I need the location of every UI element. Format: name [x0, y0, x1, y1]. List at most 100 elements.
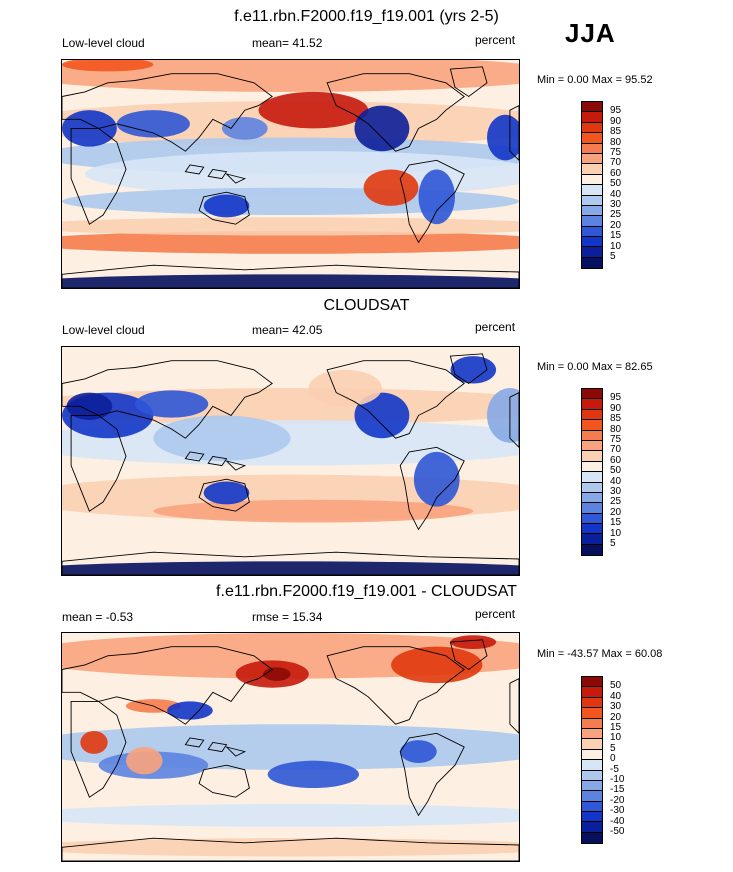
colorbar-swatch — [582, 153, 602, 165]
colorbar-tick-label: 60 — [610, 167, 622, 179]
colorbar-swatch — [582, 492, 602, 504]
coastlines — [62, 353, 519, 575]
colorbar-swatch — [582, 389, 602, 400]
panel-3-map — [61, 632, 520, 862]
panel-2-map — [61, 346, 520, 576]
colorbar-swatch — [582, 677, 602, 688]
coastline-path — [184, 164, 205, 175]
colorbar-tick-label: 40 — [610, 690, 622, 702]
colorbar-swatch — [582, 461, 602, 473]
field-contour — [267, 760, 360, 789]
colorbar-swatch — [582, 770, 602, 781]
colorbar-swatch — [582, 472, 602, 483]
coastline-path — [62, 264, 519, 288]
colorbar-tick-label: 30 — [610, 701, 622, 713]
field-contour — [135, 390, 209, 418]
colorbar-tick-label: 50 — [610, 680, 622, 692]
field-contour — [400, 740, 437, 763]
coastline-path — [509, 392, 519, 448]
panel-1-colorbar — [581, 101, 603, 270]
field-contour — [418, 169, 456, 225]
colorbar-swatch — [582, 780, 602, 792]
coastline-path — [449, 353, 488, 385]
colorbar-swatch — [582, 247, 602, 258]
colorbar-swatch — [582, 482, 602, 493]
colorbar-swatch — [582, 195, 602, 206]
colorbar-swatch — [582, 143, 602, 154]
panel-1-title: f.e11.rbn.F2000.f19_f19.001 (yrs 2-5) — [234, 8, 499, 25]
field-contour — [221, 117, 268, 140]
panel-2-units-label: percent — [475, 320, 516, 334]
colorbar-tick-label: -30 — [610, 805, 625, 817]
colorbar-tick-label: -50 — [610, 826, 625, 837]
panel-2-colorbar — [581, 388, 603, 557]
field-contour — [62, 838, 519, 857]
panel-2-variable-label: Low-level cloud — [62, 323, 145, 337]
colorbar-swatch — [582, 503, 602, 514]
field-contour — [487, 388, 519, 443]
colorbar-swatch — [582, 430, 602, 441]
coastline-path — [198, 478, 250, 512]
colorbar-swatch — [582, 718, 602, 729]
field-contour — [125, 747, 163, 775]
field-contour — [62, 60, 519, 92]
colorbar-swatch — [582, 791, 602, 802]
colorbar-tick-label: 30 — [610, 486, 622, 497]
field-contour — [203, 194, 250, 218]
colorbar-tick-label: 20 — [610, 711, 622, 723]
panel-3-mean-label: mean = -0.53 — [62, 610, 134, 624]
colorbar-tick-label: 10 — [610, 527, 622, 539]
colorbar-swatch — [582, 185, 602, 196]
colorbar-swatch — [582, 409, 602, 421]
coastline-path — [207, 168, 228, 180]
field-layer — [62, 633, 519, 857]
colorbar-swatch — [582, 739, 602, 750]
panel-3-title: f.e11.rbn.F2000.f19_f19.001 - CLOUDSAT — [216, 583, 517, 600]
colorbar-swatch — [582, 102, 602, 113]
panel-3-units-label: percent — [475, 607, 516, 621]
field-contour — [62, 231, 519, 254]
coastline-path — [62, 646, 273, 725]
colorbar-tick-label: 60 — [610, 454, 622, 466]
field-contour — [450, 635, 497, 649]
coastline-path — [207, 455, 228, 467]
colorbar-swatch — [582, 728, 602, 740]
field-contour — [153, 415, 291, 461]
panel-2-title: CLOUDSAT — [323, 297, 410, 314]
field-contour — [487, 114, 519, 161]
colorbar-tick-label: 40 — [610, 188, 622, 200]
field-contour — [80, 731, 108, 754]
colorbar-tick-label: 5 — [610, 538, 616, 549]
coastline-path — [225, 173, 247, 184]
coastline-path — [326, 646, 465, 725]
field-contour — [354, 105, 410, 152]
colorbar-swatch — [582, 257, 602, 269]
field-contour — [413, 451, 460, 507]
colorbar-swatch — [582, 399, 602, 410]
panel-1-minmax: Min = 0.00 Max = 95.52 — [537, 74, 653, 86]
coastline-path — [509, 105, 519, 161]
field-contour — [258, 91, 369, 129]
colorbar-swatch — [582, 760, 602, 771]
colorbar-swatch — [582, 420, 602, 431]
coastline-path — [62, 360, 273, 439]
colorbar-swatch — [582, 451, 602, 462]
map-field-svg — [62, 347, 519, 575]
colorbar-swatch — [582, 216, 602, 227]
coastline-path — [198, 764, 250, 798]
map-field-svg — [62, 633, 519, 861]
colorbar-tick-label: 40 — [610, 475, 622, 487]
coastline-path — [62, 837, 519, 861]
coastline-path — [70, 127, 127, 225]
panel-1-units-label: percent — [475, 33, 516, 47]
colorbar-tick-label: -5 — [610, 763, 619, 775]
colorbar-tick-label: 30 — [610, 199, 622, 210]
field-contour — [66, 392, 113, 420]
panel-3-colorbar — [581, 676, 603, 845]
panel-1-map — [61, 59, 520, 289]
colorbar-swatch — [582, 513, 602, 525]
colorbar-tick-label: 90 — [610, 115, 622, 127]
colorbar-swatch — [582, 164, 602, 175]
colorbar-swatch — [582, 524, 602, 535]
coastline-path — [399, 446, 465, 531]
